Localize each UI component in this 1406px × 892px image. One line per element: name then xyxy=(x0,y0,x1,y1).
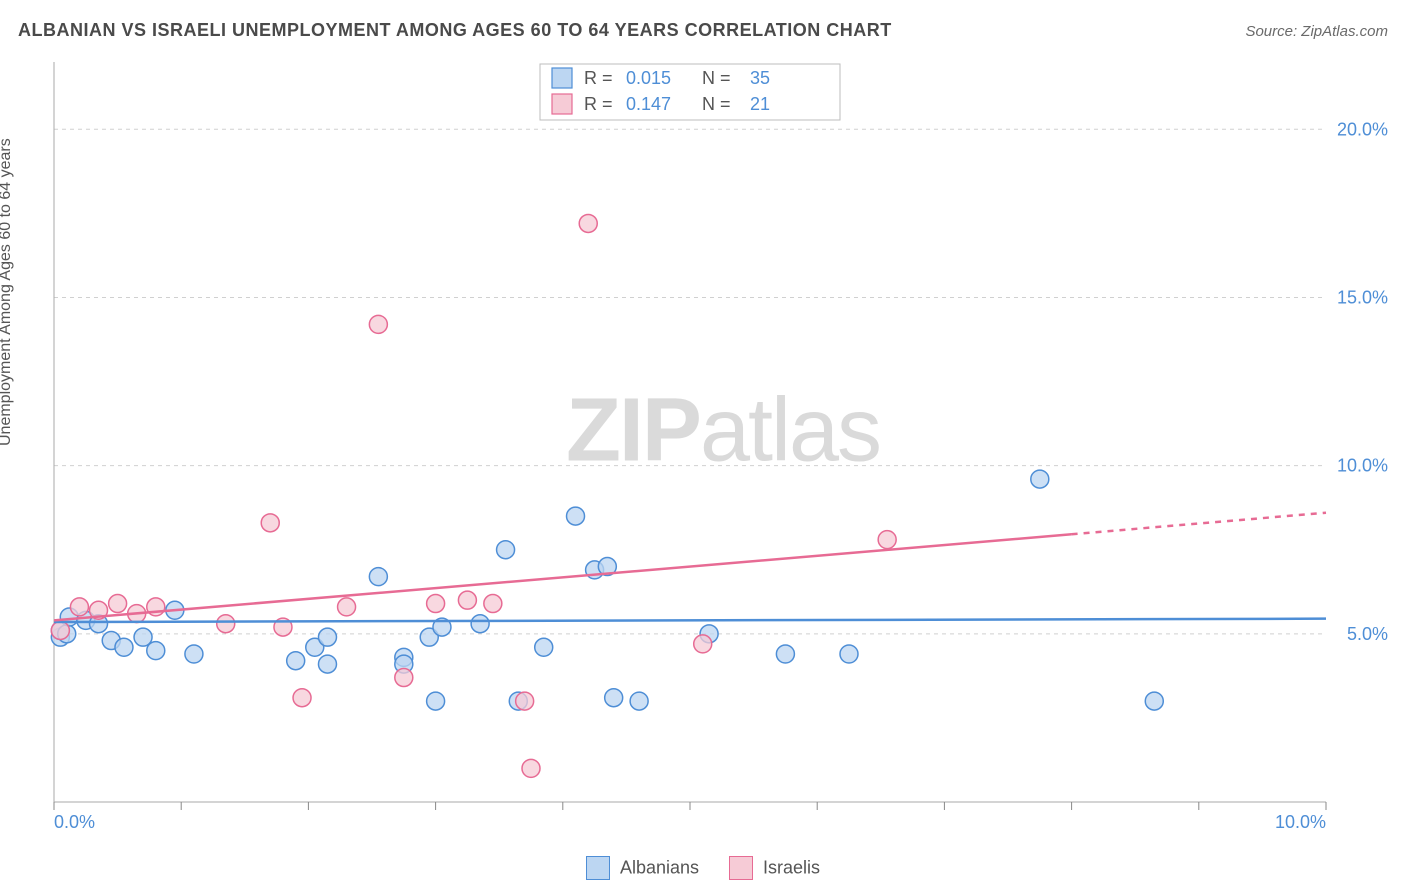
data-point xyxy=(318,655,336,673)
legend-swatch xyxy=(586,856,610,880)
data-point xyxy=(471,615,489,633)
x-tick-label: 10.0% xyxy=(1275,812,1326,832)
data-point xyxy=(293,689,311,707)
data-point xyxy=(630,692,648,710)
legend-swatch xyxy=(729,856,753,880)
data-point xyxy=(605,689,623,707)
bottom-legend: Albanians Israelis xyxy=(0,856,1406,880)
data-point xyxy=(369,568,387,586)
data-point xyxy=(878,531,896,549)
legend-label: Albanians xyxy=(620,858,699,878)
legend-n-value: 35 xyxy=(750,68,770,88)
legend-r-label: R = xyxy=(584,68,613,88)
legend-n-label: N = xyxy=(702,68,731,88)
legend-n-label: N = xyxy=(702,94,731,114)
y-axis-label: Unemployment Among Ages 60 to 64 years xyxy=(0,138,15,446)
data-point xyxy=(516,692,534,710)
y-tick-label: 10.0% xyxy=(1337,456,1388,476)
data-point xyxy=(51,621,69,639)
data-point xyxy=(579,214,597,232)
chart-title: ALBANIAN VS ISRAELI UNEMPLOYMENT AMONG A… xyxy=(18,20,892,41)
legend-label: Israelis xyxy=(763,858,820,878)
legend-swatch xyxy=(552,94,572,114)
data-point xyxy=(1031,470,1049,488)
data-point xyxy=(369,315,387,333)
data-point xyxy=(287,652,305,670)
y-tick-label: 15.0% xyxy=(1337,287,1388,307)
legend-swatch xyxy=(552,68,572,88)
legend-n-value: 21 xyxy=(750,94,770,114)
data-point xyxy=(217,615,235,633)
data-point xyxy=(318,628,336,646)
legend-item: Israelis xyxy=(729,856,820,880)
data-point xyxy=(427,692,445,710)
data-point xyxy=(427,595,445,613)
trend-line-dashed xyxy=(1072,513,1326,535)
data-point xyxy=(185,645,203,663)
data-point xyxy=(115,638,133,656)
data-point xyxy=(776,645,794,663)
data-point xyxy=(497,541,515,559)
trend-line xyxy=(54,619,1326,622)
data-point xyxy=(694,635,712,653)
data-point xyxy=(70,598,88,616)
data-point xyxy=(567,507,585,525)
data-point xyxy=(484,595,502,613)
legend-r-label: R = xyxy=(584,94,613,114)
data-point xyxy=(147,642,165,660)
x-tick-label: 0.0% xyxy=(54,812,95,832)
y-tick-label: 20.0% xyxy=(1337,119,1388,139)
data-point xyxy=(395,669,413,687)
scatter-chart: 5.0% 10.0% 15.0% 20.0% 0.0% 10.0% R = 0.015 N = 3… xyxy=(50,60,1396,832)
plot-area: 5.0% 10.0% 15.0% 20.0% 0.0% 10.0% R = 0.015 N = 3… xyxy=(50,60,1396,832)
legend-item: Albanians xyxy=(586,856,699,880)
data-point xyxy=(522,759,540,777)
legend-r-value: 0.015 xyxy=(626,68,671,88)
data-point xyxy=(1145,692,1163,710)
trend-line xyxy=(54,534,1072,620)
data-point xyxy=(535,638,553,656)
data-point xyxy=(261,514,279,532)
data-point xyxy=(840,645,858,663)
data-point xyxy=(109,595,127,613)
data-point xyxy=(338,598,356,616)
source-attribution: Source: ZipAtlas.com xyxy=(1245,23,1388,40)
y-tick-label: 5.0% xyxy=(1347,624,1388,644)
data-point xyxy=(458,591,476,609)
legend-r-value: 0.147 xyxy=(626,94,671,114)
